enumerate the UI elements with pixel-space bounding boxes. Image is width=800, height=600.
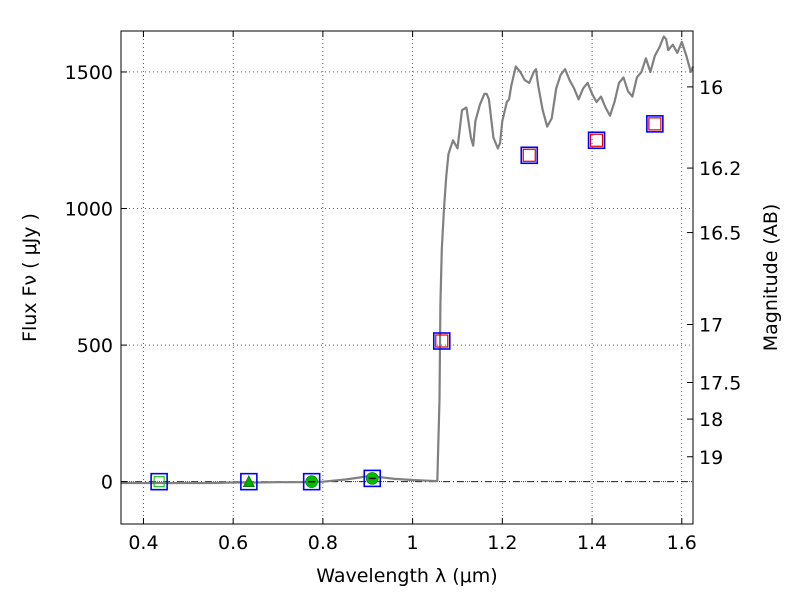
axes-frame <box>120 30 694 525</box>
observed-flux-marker <box>242 474 255 487</box>
x-tick-label: 1.6 <box>667 532 697 554</box>
predicted-flux-marker <box>587 131 606 150</box>
photometry-point <box>240 472 258 491</box>
x-axis-label: Wavelength λ (μm) <box>316 565 497 587</box>
x-tick-label: 0.8 <box>308 532 338 554</box>
photometry-point <box>432 332 451 350</box>
model-flux-marker <box>435 334 449 348</box>
x-tick-label: 0.6 <box>218 532 248 554</box>
grid-lines <box>121 31 693 524</box>
photometry-point <box>150 472 168 491</box>
y-tick-label: 1500 <box>65 62 113 84</box>
model-flux-marker <box>522 148 536 162</box>
model-flux-marker <box>648 117 662 131</box>
predicted-flux-marker <box>363 469 382 488</box>
y-tick-label: 0 <box>101 472 113 494</box>
y-tick-label: 500 <box>77 335 113 357</box>
predicted-flux-marker <box>240 472 258 491</box>
magnitude-tick-label: 16.2 <box>699 158 741 180</box>
plot-area <box>121 35 695 491</box>
predicted-flux-marker <box>520 146 539 165</box>
predicted-flux-marker <box>150 472 168 491</box>
photometry-point <box>520 146 539 165</box>
photometry-point <box>302 472 321 491</box>
observed-flux-marker <box>153 476 165 488</box>
x-tick-label: 1.4 <box>577 532 607 554</box>
predicted-flux-marker <box>432 332 451 350</box>
sed-model-line <box>121 35 695 485</box>
photometry-point <box>363 469 382 488</box>
predicted-flux-marker <box>302 472 321 491</box>
axis-ticks: 0.4 0.6 0.8 1 1.2 1.4 1.6 0 500 1000 1500 16 16.2 16.… <box>65 31 741 554</box>
magnitude-axis-label: Magnitude (AB) <box>760 204 782 352</box>
magnitude-tick-label: 18 <box>699 409 723 431</box>
magnitude-tick-label: 17.5 <box>699 372 741 394</box>
model-flux-marker <box>589 133 604 147</box>
x-tick-label: 1 <box>407 532 419 554</box>
photometry-point <box>646 115 664 133</box>
magnitude-tick-label: 16.5 <box>699 223 741 245</box>
magnitude-tick-label: 16 <box>699 77 723 99</box>
magnitude-tick-label: 19 <box>699 447 723 469</box>
x-tick-label: 0.4 <box>128 532 158 554</box>
predicted-flux-marker <box>646 115 664 133</box>
x-tick-label: 1.2 <box>487 532 517 554</box>
magnitude-tick-label: 17 <box>699 314 723 336</box>
y-axis-label: Flux Fν ( μJy ) <box>19 213 41 342</box>
photometry-point <box>587 131 606 150</box>
y-tick-label: 1000 <box>65 199 113 221</box>
